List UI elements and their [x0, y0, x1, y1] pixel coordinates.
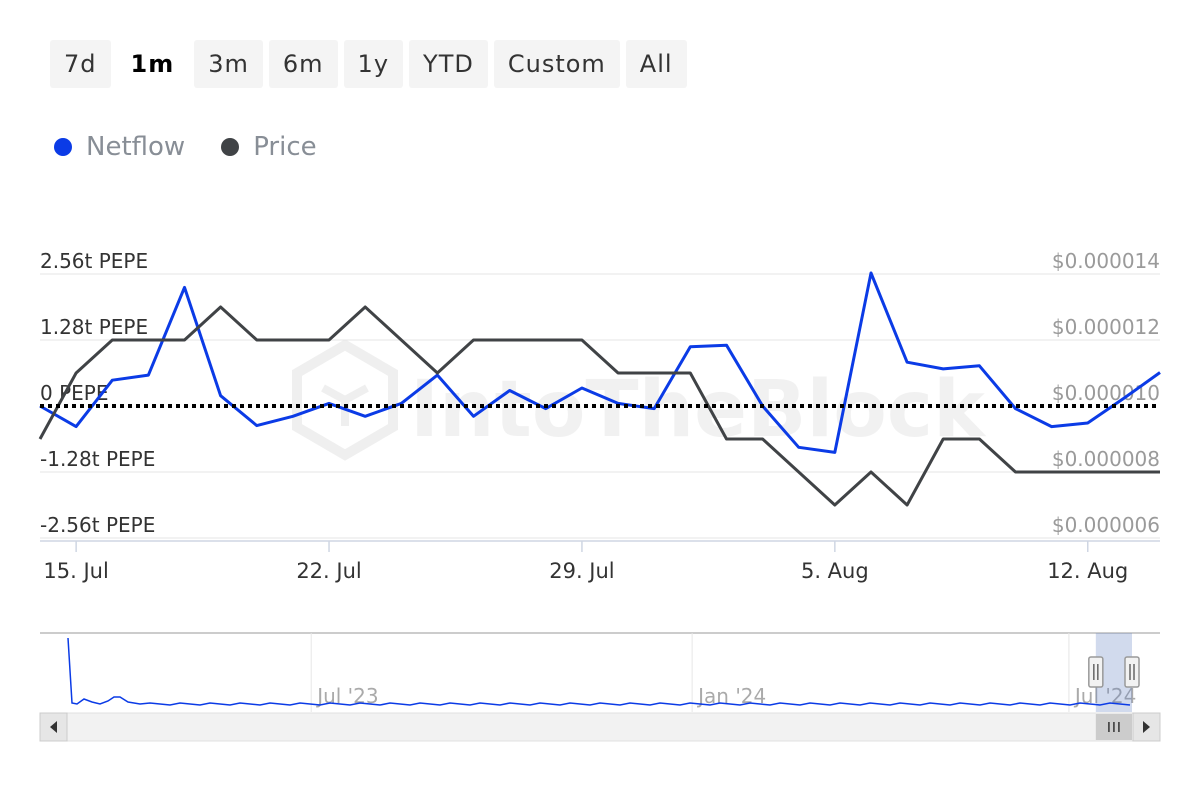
x-tick-label: 15. Jul — [43, 559, 108, 583]
grid — [40, 273, 1160, 542]
y-left-tick-label: 2.56t PEPE — [40, 249, 148, 273]
scrollbar — [39, 712, 1161, 742]
range-button-7d[interactable]: 7d — [50, 40, 111, 88]
y-right-tick-label: $0.000012 — [1052, 315, 1160, 339]
navigator-handle-left-body[interactable] — [1088, 656, 1104, 688]
range-button-3m[interactable]: 3m — [194, 40, 263, 88]
series-line-netflow — [39, 271, 1161, 454]
x-tick-label: 5. Aug — [801, 559, 869, 583]
arrow-right-icon — [1143, 721, 1150, 733]
scroll-right-button[interactable] — [1132, 712, 1161, 742]
y-axis-right: $0.000014$0.000012$0.000010$0.000008$0.0… — [1052, 249, 1160, 537]
legend: Netflow Price — [54, 132, 317, 162]
y-left-tick-label: -1.28t PEPE — [40, 447, 155, 471]
y-left-tick-label: 0 PEPE — [40, 381, 108, 405]
watermark-text: IntoTheBlock — [410, 365, 987, 455]
watermark: IntoTheBlock — [292, 339, 987, 461]
series — [38, 271, 1161, 507]
legend-item-netflow[interactable]: Netflow — [54, 132, 185, 162]
range-button-ytd[interactable]: YTD — [409, 40, 488, 88]
range-button-6m[interactable]: 6m — [268, 40, 338, 88]
legend-dot-price — [221, 138, 240, 156]
x-tick-label: 29. Jul — [549, 559, 614, 583]
range-button-custom[interactable]: Custom — [493, 40, 620, 88]
watermark-logo-icon — [292, 339, 398, 461]
y-left-tick-label: 1.28t PEPE — [40, 315, 148, 339]
x-tick-label: 22. Jul — [296, 559, 361, 583]
range-button-1y[interactable]: 1y — [343, 40, 404, 88]
legend-item-price[interactable]: Price — [221, 132, 317, 162]
navigator-series-line — [67, 637, 1131, 706]
range-button-all[interactable]: All — [625, 40, 687, 88]
legend-dot-netflow — [54, 138, 72, 156]
x-tick-label: 12. Aug — [1047, 559, 1128, 583]
legend-label-price: Price — [253, 132, 317, 162]
x-axis: 15. Jul 22. Jul 29. Jul 5. Aug 12. Aug — [43, 541, 1128, 583]
legend-label-netflow: Netflow — [86, 132, 186, 162]
navigator-handle-left[interactable] — [1088, 656, 1104, 688]
range-selector: 7d 1m 3m 6m 1y YTD Custom All — [50, 40, 687, 88]
navigator-handle-right[interactable] — [1124, 656, 1140, 688]
y-right-tick-label: $0.000008 — [1052, 447, 1160, 471]
range-button-1m[interactable]: 1m — [116, 40, 189, 88]
navigator-handle-right-body[interactable] — [1124, 656, 1140, 688]
y-axis-left: 2.56t PEPE 1.28t PEPE 0 PEPE -1.28t PEPE -2.… — [40, 249, 155, 537]
arrow-left-icon — [50, 721, 57, 733]
scrollbar-track[interactable] — [39, 712, 1161, 742]
y-right-tick-label: $0.000006 — [1052, 513, 1160, 537]
y-right-tick-label: $0.000014 — [1052, 249, 1160, 273]
y-left-tick-label: -2.56t PEPE — [40, 513, 155, 537]
series-line-price — [38, 305, 1160, 507]
